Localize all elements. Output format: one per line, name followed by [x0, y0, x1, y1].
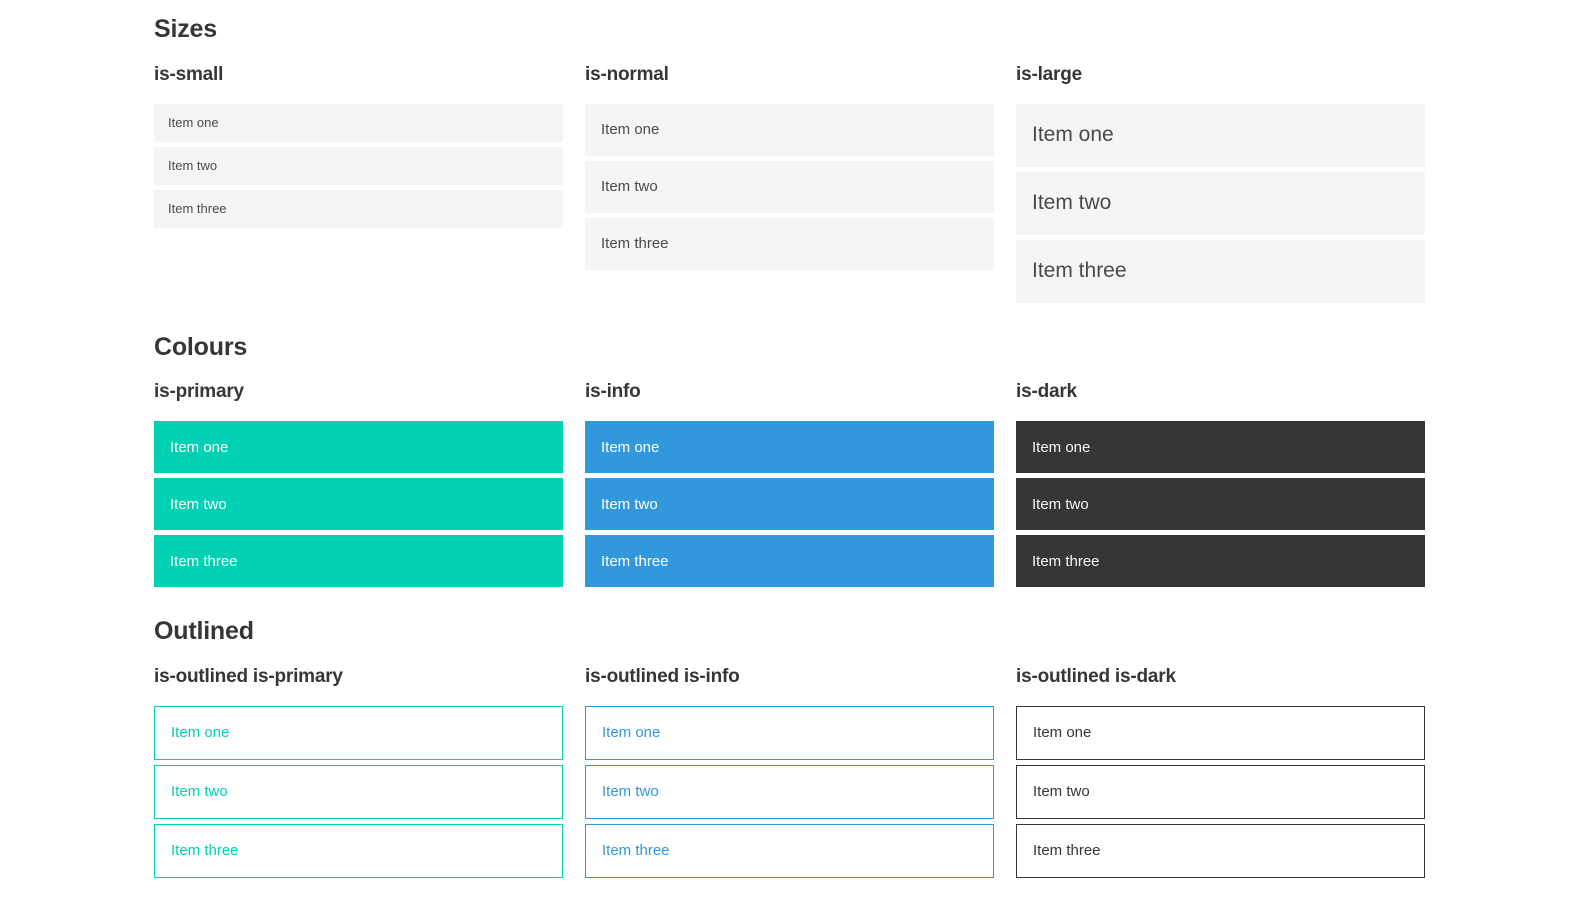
list-item: Item two	[1016, 764, 1425, 819]
list-item: Item three	[154, 189, 563, 228]
section-outlined: Outlined is-outlined is-primary Item one It…	[154, 617, 1425, 878]
block-list-large: Item one Item two Item three	[1016, 103, 1425, 303]
group-label: is-info	[585, 381, 641, 403]
list-item: Item one	[585, 421, 994, 474]
list-item: Item one	[585, 705, 994, 760]
list-item: Item three	[1016, 823, 1425, 878]
block-list-primary: Item one Item two Item three	[154, 421, 563, 588]
group-is-outlined-is-info: is-outlined is-info Item one Item two Item …	[585, 666, 994, 878]
list-item: Item one	[154, 705, 563, 760]
block-list-normal: Item one Item two Item three	[585, 103, 994, 270]
list-item: Item two	[154, 764, 563, 819]
list-item: Item one	[1016, 103, 1425, 167]
block-list-outlined-primary: Item one Item two Item three	[154, 705, 563, 878]
variant-grid: is-small Item one Item two Item three is-nor…	[154, 64, 1425, 303]
group-is-outlined-is-dark: is-outlined is-dark Item one Item two Item …	[1016, 666, 1425, 878]
list-item: Item three	[1016, 535, 1425, 588]
group-is-dark: is-dark Item one Item two Item three	[1016, 381, 1425, 588]
group-label: is-outlined is-info	[585, 665, 740, 687]
list-item: Item three	[154, 823, 563, 878]
section-title: Outlined	[154, 617, 254, 646]
group-is-primary: is-primary Item one Item two Item three	[154, 381, 563, 588]
section-title: Colours	[154, 332, 248, 361]
list-item: Item two	[154, 478, 563, 531]
group-label: is-large	[1016, 63, 1082, 85]
block-list-info: Item one Item two Item three	[585, 421, 994, 588]
group-label: is-dark	[1016, 381, 1077, 403]
group-label: is-small	[154, 63, 224, 85]
section-colours: Colours is-primary Item one Item two Item th…	[154, 333, 1425, 588]
group-is-large: is-large Item one Item two Item three	[1016, 64, 1425, 303]
list-item: Item three	[585, 217, 994, 270]
section-title: Sizes	[154, 15, 217, 43]
list-item: Item one	[154, 103, 563, 142]
block-list-outlined-dark: Item one Item two Item three	[1016, 705, 1425, 878]
group-label: is-primary	[154, 381, 244, 403]
list-item: Item one	[585, 103, 994, 156]
list-item: Item three	[154, 535, 563, 588]
list-item: Item two	[1016, 171, 1425, 235]
group-label: is-outlined is-primary	[154, 665, 343, 687]
group-is-small: is-small Item one Item two Item three	[154, 64, 563, 228]
list-item: Item one	[1016, 705, 1425, 760]
list-item: Item three	[585, 823, 994, 878]
list-item: Item three	[585, 535, 994, 588]
group-label: is-normal	[585, 63, 669, 85]
list-item: Item one	[1016, 421, 1425, 474]
block-list-small: Item one Item two Item three	[154, 103, 563, 228]
group-is-normal: is-normal Item one Item two Item three	[585, 64, 994, 270]
list-item: Item two	[154, 146, 563, 185]
list-item: Item two	[585, 160, 994, 213]
section-sizes: Sizes is-small Item one Item two Item three i…	[154, 15, 1425, 303]
block-list-dark: Item one Item two Item three	[1016, 421, 1425, 588]
variant-grid: is-primary Item one Item two Item three is-i…	[154, 381, 1425, 588]
list-item: Item two	[1016, 478, 1425, 531]
group-is-info: is-info Item one Item two Item three	[585, 381, 994, 588]
list-item: Item two	[585, 764, 994, 819]
group-is-outlined-is-primary: is-outlined is-primary Item one Item two It…	[154, 666, 563, 878]
block-list-outlined-info: Item one Item two Item three	[585, 705, 994, 878]
list-item: Item three	[1016, 239, 1425, 303]
variant-grid: is-outlined is-primary Item one Item two It…	[154, 666, 1425, 878]
list-item: Item two	[585, 478, 994, 531]
group-label: is-outlined is-dark	[1016, 665, 1176, 687]
list-item: Item one	[154, 421, 563, 474]
